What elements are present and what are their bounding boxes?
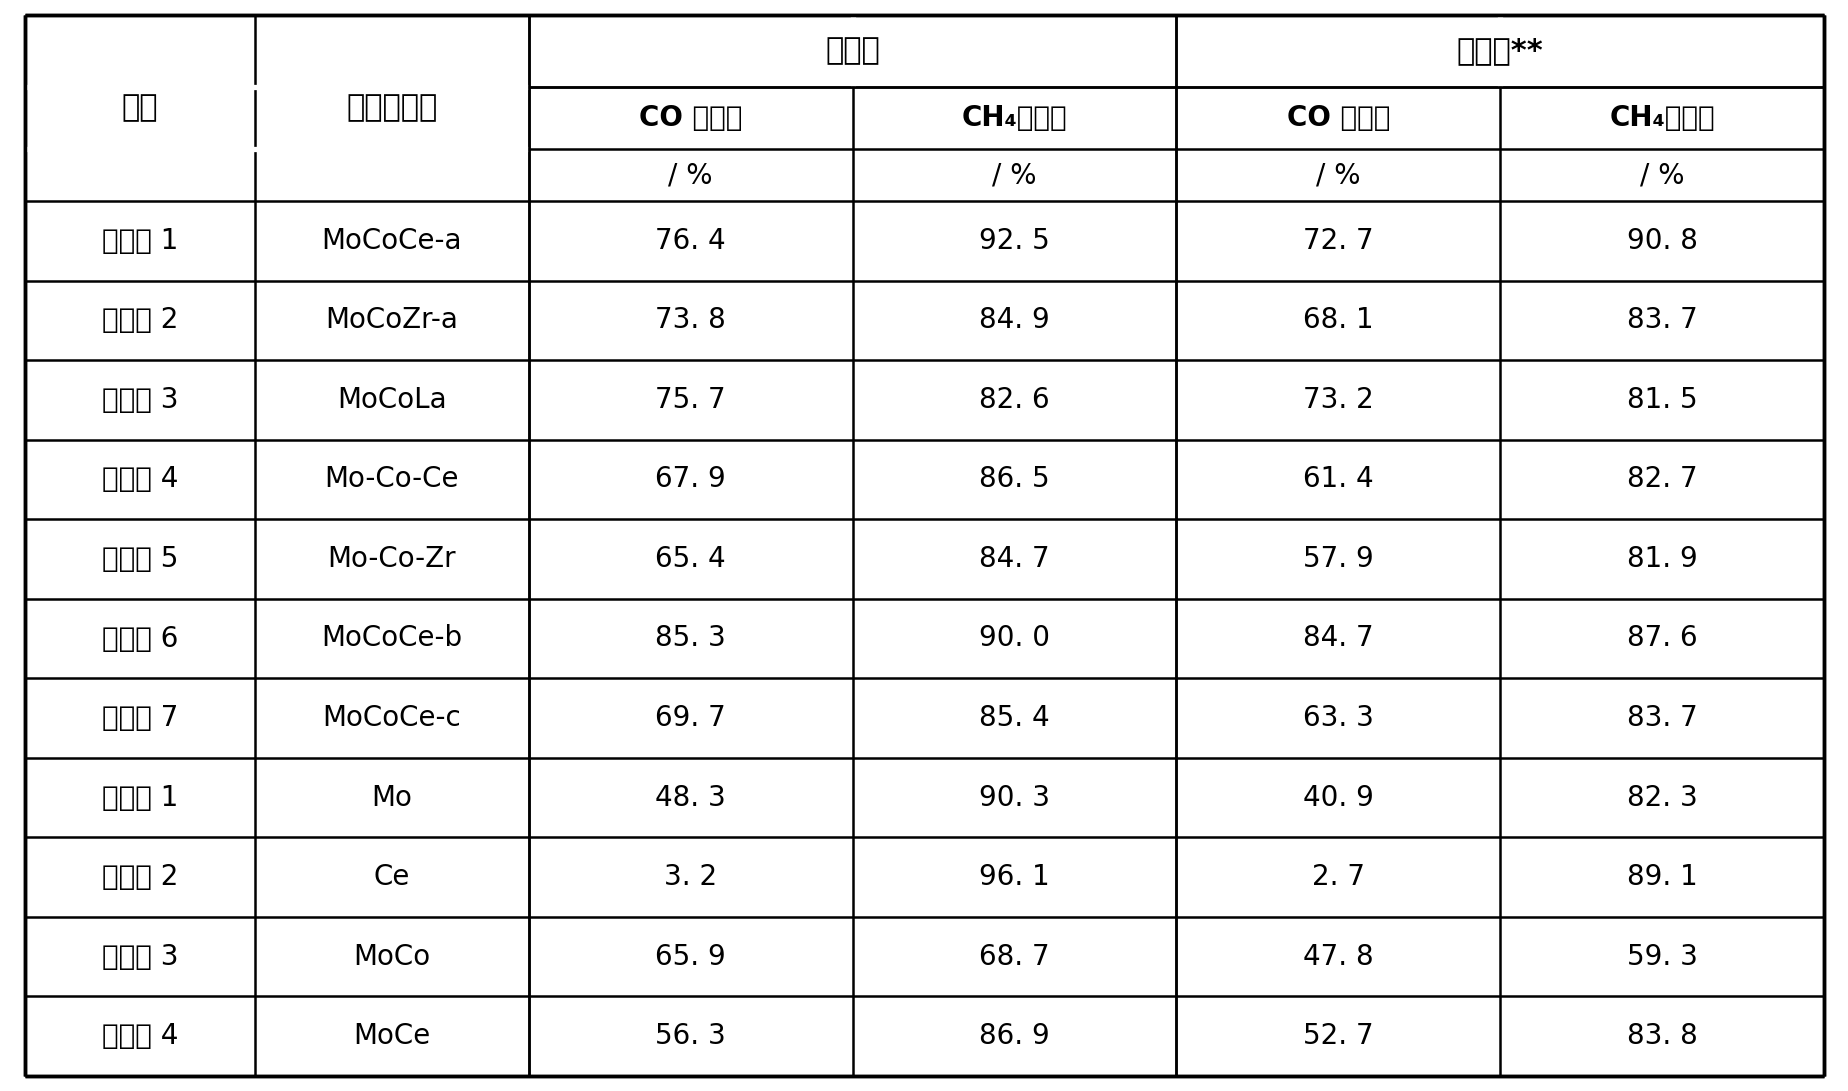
Text: MoCoCe-a: MoCoCe-a [322,227,462,255]
Text: 实施例 7: 实施例 7 [102,704,177,732]
Text: 47. 8: 47. 8 [1303,943,1373,971]
Text: / %: / % [1316,161,1360,189]
Text: Ce: Ce [373,863,410,891]
Text: 编号: 编号 [122,94,159,122]
Text: MoCoZr-a: MoCoZr-a [325,307,458,334]
Text: 76. 4: 76. 4 [654,227,726,255]
Text: 86. 5: 86. 5 [979,466,1050,493]
Text: 耐热后**: 耐热后** [1456,36,1543,65]
Text: 81. 5: 81. 5 [1626,386,1696,413]
Text: 65. 9: 65. 9 [654,943,726,971]
Text: 90. 3: 90. 3 [978,783,1050,812]
Text: 92. 5: 92. 5 [979,227,1050,255]
Text: 90. 8: 90. 8 [1626,227,1696,255]
Text: / %: / % [992,161,1037,189]
Text: 耐热前: 耐热前 [824,36,880,65]
Text: 63. 3: 63. 3 [1303,704,1373,732]
Text: 84. 7: 84. 7 [979,546,1050,573]
Text: 48. 3: 48. 3 [654,783,726,812]
Text: 65. 4: 65. 4 [654,546,726,573]
Text: / %: / % [1639,161,1684,189]
Text: 40. 9: 40. 9 [1303,783,1373,812]
Text: 57. 9: 57. 9 [1303,546,1373,573]
Text: 83. 7: 83. 7 [1626,307,1696,334]
Text: 实施例 6: 实施例 6 [102,624,177,652]
Text: 82. 3: 82. 3 [1626,783,1696,812]
Text: 84. 9: 84. 9 [979,307,1050,334]
Text: 比较例 4: 比较例 4 [102,1022,177,1051]
Text: 82. 7: 82. 7 [1626,466,1696,493]
Text: 81. 9: 81. 9 [1626,546,1696,573]
Text: 73. 2: 73. 2 [1303,386,1373,413]
Text: MoCo: MoCo [353,943,431,971]
Text: 68. 1: 68. 1 [1303,307,1373,334]
Text: 2. 7: 2. 7 [1310,863,1364,891]
Text: 实施例 2: 实施例 2 [102,307,177,334]
Text: / %: / % [667,161,713,189]
Text: 69. 7: 69. 7 [654,704,726,732]
Text: 96. 1: 96. 1 [979,863,1050,891]
Text: 86. 9: 86. 9 [979,1022,1050,1051]
Text: 73. 8: 73. 8 [654,307,726,334]
Text: 催化剂名称: 催化剂名称 [346,94,438,122]
Text: MoCe: MoCe [353,1022,431,1051]
Text: 83. 8: 83. 8 [1626,1022,1696,1051]
Text: MoCoCe-c: MoCoCe-c [322,704,462,732]
Text: 61. 4: 61. 4 [1303,466,1373,493]
Text: Mo: Mo [371,783,412,812]
Text: Mo-Co-Zr: Mo-Co-Zr [327,546,456,573]
Text: Mo-Co-Ce: Mo-Co-Ce [325,466,458,493]
Text: CO 转化率: CO 转化率 [639,104,741,132]
Text: 比较例 3: 比较例 3 [102,943,177,971]
Text: 83. 7: 83. 7 [1626,704,1696,732]
Text: 56. 3: 56. 3 [654,1022,726,1051]
Text: 89. 1: 89. 1 [1626,863,1696,891]
Text: 3. 2: 3. 2 [663,863,717,891]
Text: 比较例 2: 比较例 2 [102,863,177,891]
Text: CH₄选择性: CH₄选择性 [1608,104,1713,132]
Text: 实施例 1: 实施例 1 [102,227,177,255]
Text: 72. 7: 72. 7 [1303,227,1373,255]
Text: MoCoCe-b: MoCoCe-b [322,624,462,652]
Text: 比较例 1: 比较例 1 [102,783,177,812]
Text: 67. 9: 67. 9 [654,466,726,493]
Text: MoCoLa: MoCoLa [336,386,447,413]
Text: 实施例 4: 实施例 4 [102,466,177,493]
Text: 84. 7: 84. 7 [1303,624,1373,652]
Text: 75. 7: 75. 7 [654,386,726,413]
Text: CO 转化率: CO 转化率 [1286,104,1390,132]
Text: 85. 3: 85. 3 [654,624,726,652]
Text: 68. 7: 68. 7 [979,943,1050,971]
Text: CH₄选择性: CH₄选择性 [961,104,1066,132]
Text: 90. 0: 90. 0 [978,624,1050,652]
Text: 85. 4: 85. 4 [979,704,1050,732]
Text: 52. 7: 52. 7 [1303,1022,1373,1051]
Text: 59. 3: 59. 3 [1626,943,1696,971]
Text: 82. 6: 82. 6 [979,386,1050,413]
Text: 87. 6: 87. 6 [1626,624,1696,652]
Text: 实施例 3: 实施例 3 [102,386,177,413]
Text: 实施例 5: 实施例 5 [102,546,177,573]
